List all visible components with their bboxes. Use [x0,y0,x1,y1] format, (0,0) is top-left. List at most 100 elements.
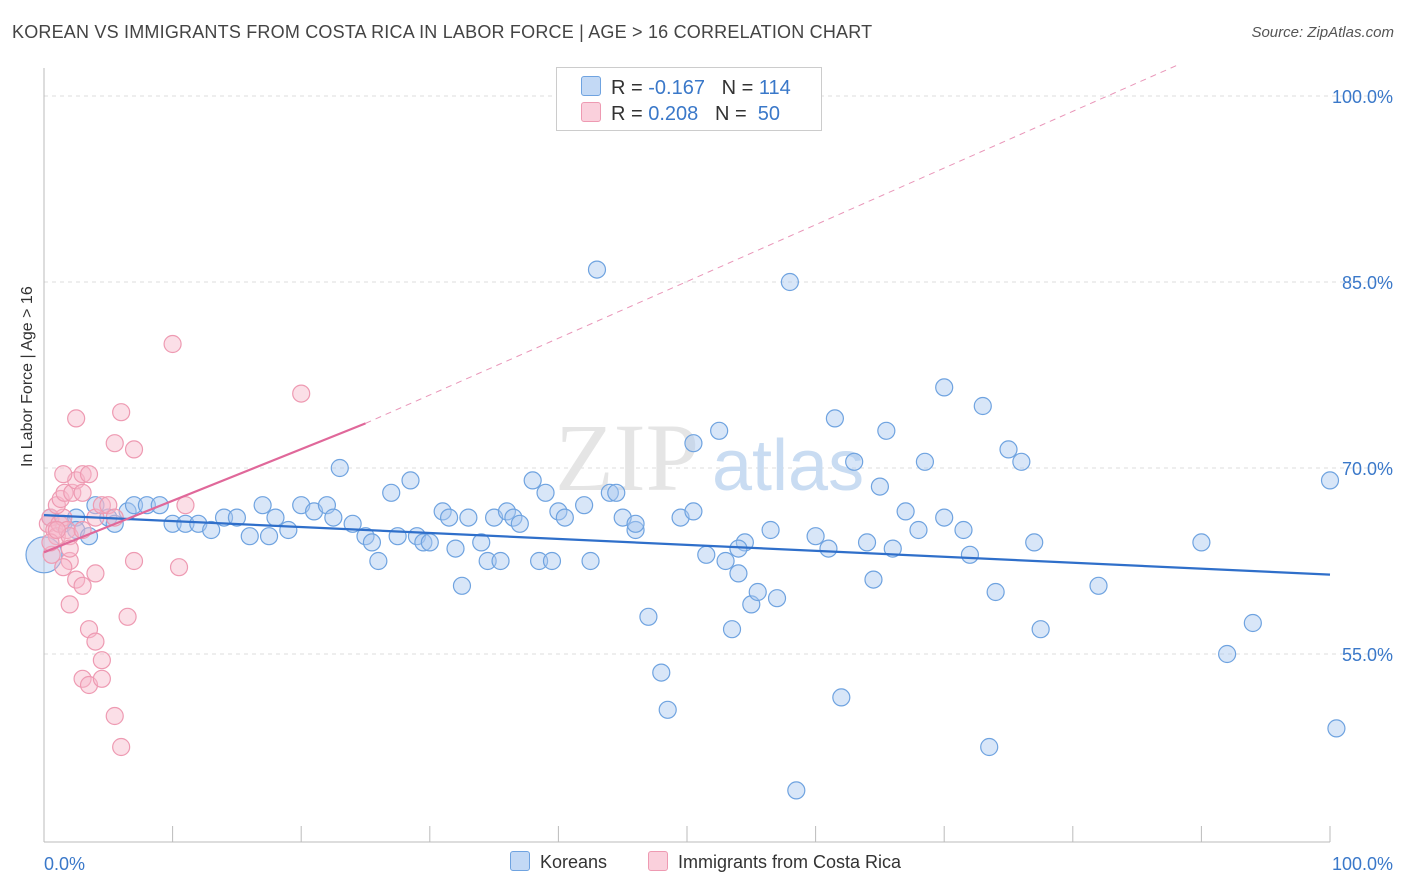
y-tick-label: 70.0% [1342,459,1393,479]
scatter-point [79,465,99,484]
scatter-point [92,496,111,515]
bottom-legend-costa-rica[interactable]: Immigrants from Costa Rica [648,851,901,873]
scatter-point [1243,613,1262,633]
scatter-point [607,483,626,502]
scatter-point [112,403,131,422]
watermark-zip: ZIP [555,404,699,511]
scatter-point [806,527,825,546]
scatter-point [658,700,677,719]
scatter-point [266,508,285,527]
scatter-point [446,539,465,558]
scatter-point [362,533,382,552]
legend-r-label: R = [611,103,643,125]
scatter-point [1025,533,1044,552]
y-tick-label: 55.0% [1342,645,1393,665]
scatter-point [973,396,992,416]
scatter-point [999,440,1018,459]
legend-n-value: 50 [757,103,781,125]
scatter-point [1320,471,1340,490]
watermark-atlas: atlas [712,426,864,506]
scatter-point [832,688,851,707]
series-koreans [25,260,1346,800]
scatter-point [600,483,619,502]
scatter-point [124,440,144,459]
trend-line-costa-rica [43,422,366,554]
legend-swatch-koreans [581,76,601,96]
scatter-point [697,545,716,564]
scatter-point [86,496,105,515]
legend-r-value: 0.208 [648,103,699,125]
scatter-point [439,508,459,527]
scatter-point [555,508,574,527]
scatter-point [253,496,272,515]
scatter-point [883,539,902,558]
scatter-point [369,551,388,571]
scatter-point [118,607,137,626]
scatter-point [870,477,890,496]
scatter-point [478,551,497,571]
x-tick-label: 100.0% [1332,854,1393,874]
scatter-point [909,520,928,540]
bottom-legend-label: Immigrants from Costa Rica [678,852,902,872]
scatter-point [452,576,472,595]
legend-swatch-costa-rica [581,102,601,122]
scatter-point [986,582,1005,602]
legend-r-value: -0.167 [648,77,705,99]
scatter-point [343,514,362,533]
scatter-point [420,533,439,552]
scatter-point [55,483,74,502]
scatter-point [722,620,742,639]
scatter-point [954,520,973,540]
scatter-point [73,465,92,484]
legend-n-value: 114 [758,77,791,99]
trend-line-koreans [43,514,1331,576]
scatter-point [176,514,195,533]
scatter-point [1089,576,1108,595]
scatter-point [935,378,954,397]
trend-lines [43,63,1331,576]
scatter-point [163,334,182,354]
scatter-point [710,421,729,440]
scatter-point [1012,452,1031,471]
scatter-point [92,651,111,670]
correlation-legend: R = -0.167 N = 114 R = 0.208 N = 50 [556,67,822,131]
scatter-point [169,558,189,577]
legend-row-koreans: R = -0.167 N = 114 [581,76,791,100]
tick-labels: 55.0% 70.0% 85.0% 100.0% 0.0% 100.0% [44,87,1393,874]
scatter-point [748,582,767,602]
scatter-point [54,465,73,484]
watermark: ZIP atlas [555,404,864,511]
legend-r-label: R = [611,77,643,99]
scatter-point [536,483,555,502]
scatter-point [73,576,92,595]
scatter-point [86,564,105,583]
scatter-point [896,502,915,521]
scatter-point [214,508,234,527]
scatter-point [67,409,86,428]
bottom-legend-koreans[interactable]: Koreans [510,851,607,873]
grid-lines [44,95,1394,655]
x-tick-label: 0.0% [44,854,85,874]
scatter-point [1031,620,1050,639]
scatter-point [935,508,954,527]
bottom-legend-swatch [648,851,668,871]
scatter-point [1192,533,1211,552]
chart-title: KOREAN VS IMMIGRANTS FROM COSTA RICA IN … [12,22,873,42]
scatter-point [401,471,420,490]
scatter-point [825,409,844,428]
scatter-point [324,508,343,527]
scatter-point [1218,644,1237,664]
scatter-point [915,452,935,471]
scatter-point [819,539,838,558]
scatter-point [86,632,105,651]
scatter-point [124,551,144,571]
scatter-point [112,737,131,757]
scatter-point [652,663,671,682]
scatter-point [542,551,562,571]
scatter-point [684,434,703,453]
scatter-point [472,533,491,552]
series-costa-rica [38,334,311,757]
scatter-point [163,514,182,533]
scatter-point [124,496,144,515]
